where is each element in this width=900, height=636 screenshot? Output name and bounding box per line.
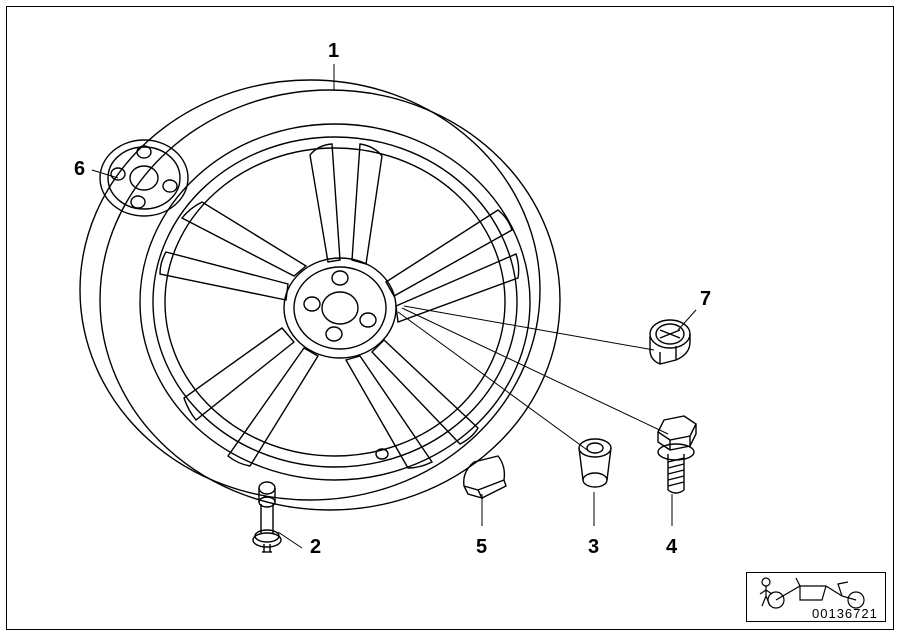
callout-2: 2 (310, 536, 321, 559)
callout-4: 4 (666, 536, 677, 559)
motorcycle-icon (752, 576, 880, 610)
callout-5: 5 (476, 536, 487, 559)
part-number: 00136721 (812, 606, 878, 621)
callout-7: 7 (700, 288, 711, 311)
callout-3: 3 (588, 536, 599, 559)
callout-leaders (0, 0, 900, 636)
callout-1: 1 (328, 40, 339, 63)
callout-6: 6 (74, 158, 85, 181)
